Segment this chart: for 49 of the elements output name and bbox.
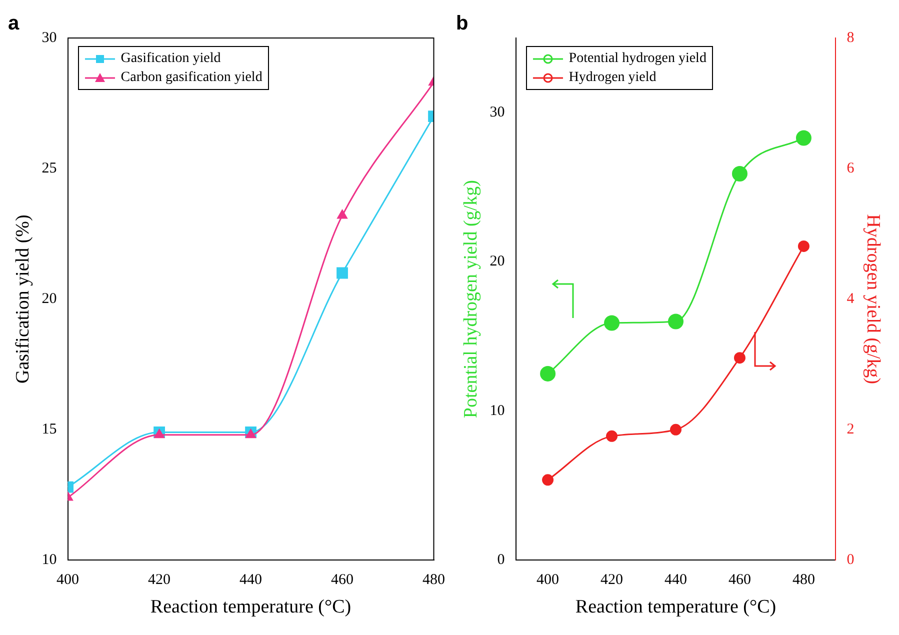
y2-tick-label: 0 (846, 552, 854, 568)
chart-title: a (8, 12, 20, 35)
point (604, 315, 620, 331)
point (246, 429, 256, 438)
point (734, 352, 746, 364)
point (337, 210, 348, 219)
point (732, 166, 748, 182)
x-tick-label: 480 (792, 572, 815, 588)
y2-tick-label: 2 (846, 422, 854, 438)
x-tick-label: 460 (331, 572, 354, 588)
y2-axis-title: Hydrogen yield (g/kg) (862, 214, 884, 384)
point (668, 314, 684, 330)
legend-label: Hydrogen yield (568, 69, 656, 87)
chart-title: b (456, 12, 468, 35)
y-tick-label: 30 (42, 30, 57, 46)
point (670, 424, 682, 436)
x-tick-label: 460 (728, 572, 751, 588)
x-tick-label: 400 (536, 572, 560, 588)
y-tick-label: 15 (42, 422, 57, 438)
y-tick-label: 0 (497, 552, 505, 568)
x-tick-label: 420 (600, 572, 624, 588)
point (540, 366, 556, 382)
y2-tick-label: 6 (846, 160, 855, 176)
x-axis-title: Reaction temperature (°C) (575, 596, 776, 618)
legend-label: Gasification yield (120, 50, 221, 68)
y-axis-title: Potential hydrogen yield (g/kg) (460, 180, 482, 418)
y2-tick-label: 8 (846, 30, 854, 46)
y-tick-label: 25 (42, 160, 57, 176)
point (798, 240, 810, 252)
legend-label: Carbon gasification yield (120, 69, 262, 87)
y-axis-title: Gasification yield (%) (12, 214, 34, 384)
point (796, 130, 812, 146)
x-tick-label: 480 (422, 572, 445, 588)
point (606, 430, 618, 442)
point (154, 429, 164, 438)
point (542, 474, 554, 486)
x-axis-title: Reaction temperature (°C) (150, 596, 352, 618)
x-tick-label: 420 (148, 572, 171, 588)
y2-tick-label: 4 (846, 291, 855, 308)
y-tick-label: 10 (490, 402, 505, 419)
y-tick-label: 10 (42, 552, 57, 568)
x-tick-label: 440 (240, 572, 262, 588)
x-tick-label: 440 (664, 572, 687, 588)
x-tick-label: 400 (56, 572, 80, 588)
legend-label: Potential hydrogen yield (568, 50, 706, 68)
y-tick-label: 30 (490, 104, 505, 121)
y-tick-label: 20 (490, 254, 505, 270)
y-tick-label: 20 (42, 291, 57, 308)
point (336, 267, 348, 279)
